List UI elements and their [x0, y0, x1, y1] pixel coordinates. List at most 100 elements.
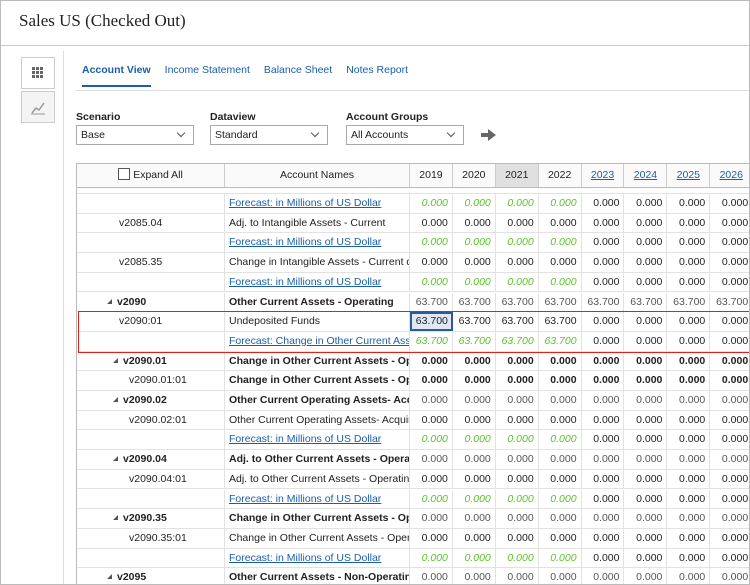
value-cell[interactable]: 0.000 — [496, 568, 539, 584]
value-cell[interactable]: 0.000 — [410, 253, 453, 272]
expand-toggle[interactable] — [107, 574, 112, 580]
value-cell[interactable]: 0.000 — [667, 312, 711, 331]
value-cell[interactable]: 0.000 — [710, 568, 749, 584]
value-cell[interactable]: 63.700 — [582, 292, 625, 312]
value-cell[interactable]: 0.000 — [539, 450, 582, 469]
value-cell[interactable]: 0.000 — [625, 331, 668, 351]
value-cell[interactable]: 0.000 — [667, 509, 711, 528]
value-cell[interactable]: 0.000 — [539, 489, 582, 509]
value-cell[interactable]: 0.000 — [710, 430, 749, 449]
value-cell[interactable]: 0.000 — [667, 568, 711, 584]
forecast-link[interactable]: Forecast: in Millions of US Dollar — [229, 492, 382, 505]
value-cell[interactable]: 0.000 — [710, 352, 749, 371]
value-cell[interactable]: 0.000 — [710, 509, 749, 528]
value-cell[interactable]: 0.000 — [453, 469, 496, 489]
value-cell[interactable]: 0.000 — [667, 194, 711, 213]
value-cell[interactable]: 0.000 — [667, 430, 711, 450]
value-cell[interactable]: 0.000 — [667, 548, 711, 568]
forecast-link[interactable]: Forecast: in Millions of US Dollar — [229, 433, 382, 446]
expand-toggle[interactable] — [113, 515, 118, 521]
grid-view-button[interactable] — [21, 57, 55, 89]
value-cell[interactable]: 0.000 — [667, 469, 711, 489]
value-cell[interactable]: 63.700 — [625, 292, 668, 312]
value-cell[interactable]: 0.000 — [582, 430, 625, 450]
value-cell[interactable]: 0.000 — [453, 351, 496, 371]
expand-toggle[interactable] — [107, 298, 112, 304]
value-cell[interactable]: 0.000 — [496, 469, 539, 489]
value-cell[interactable]: 0.000 — [582, 548, 625, 568]
value-cell[interactable]: 0.000 — [625, 548, 668, 568]
value-cell[interactable]: 0.000 — [667, 272, 711, 292]
year-label[interactable]: 2023 — [590, 169, 615, 181]
value-cell[interactable]: 0.000 — [582, 331, 625, 351]
value-cell[interactable]: 0.000 — [496, 430, 539, 450]
value-cell[interactable]: 63.700 — [496, 331, 539, 351]
value-cell[interactable]: 0.000 — [453, 548, 496, 568]
value-cell[interactable]: 0.000 — [625, 351, 668, 371]
value-cell[interactable]: 0.000 — [582, 528, 625, 548]
value-cell[interactable]: 0.000 — [496, 489, 539, 509]
value-cell[interactable]: 0.000 — [582, 213, 625, 233]
value-cell[interactable]: 0.000 — [410, 351, 453, 371]
value-cell[interactable]: 0.000 — [625, 312, 668, 331]
value-cell[interactable]: 0.000 — [453, 272, 496, 292]
value-cell[interactable]: 0.000 — [496, 450, 539, 469]
value-cell[interactable]: 0.000 — [710, 214, 749, 233]
value-cell[interactable]: 0.000 — [496, 213, 539, 233]
value-cell[interactable]: 0.000 — [667, 233, 711, 253]
value-cell[interactable]: 0.000 — [710, 253, 749, 272]
value-cell[interactable]: 0.000 — [582, 509, 625, 528]
value-cell[interactable]: 0.000 — [625, 371, 668, 390]
tab[interactable]: Notes Report — [346, 64, 409, 76]
value-cell[interactable]: 0.000 — [539, 391, 582, 410]
value-cell[interactable]: 0.000 — [582, 410, 625, 430]
value-cell[interactable]: 0.000 — [582, 489, 625, 509]
value-cell[interactable]: 0.000 — [410, 450, 453, 469]
value-cell[interactable]: 63.700 — [496, 292, 539, 312]
value-cell[interactable]: 0.000 — [539, 233, 582, 253]
tab[interactable]: Balance Sheet — [263, 64, 333, 76]
value-cell[interactable]: 63.700 — [539, 292, 582, 312]
filter-select[interactable]: Standard — [210, 125, 328, 145]
value-cell[interactable]: 0.000 — [539, 548, 582, 568]
value-cell[interactable]: 0.000 — [625, 391, 668, 410]
year-label[interactable]: 2025 — [676, 169, 701, 181]
value-cell[interactable]: 0.000 — [625, 253, 668, 272]
value-cell[interactable]: 0.000 — [453, 450, 496, 469]
value-cell[interactable]: 0.000 — [710, 470, 749, 489]
value-cell[interactable]: 0.000 — [710, 312, 749, 331]
value-cell[interactable]: 0.000 — [667, 371, 711, 390]
value-cell[interactable]: 63.700 — [539, 331, 582, 351]
value-cell[interactable]: 0.000 — [410, 213, 453, 233]
value-cell[interactable]: 0.000 — [625, 509, 668, 528]
value-cell[interactable]: 63.700 — [453, 331, 496, 351]
value-cell[interactable]: 63.700 — [539, 312, 582, 331]
value-cell[interactable]: 0.000 — [410, 391, 453, 410]
value-cell[interactable]: 0.000 — [710, 233, 749, 252]
value-cell[interactable]: 0.000 — [710, 411, 749, 430]
value-cell[interactable]: 0.000 — [625, 430, 668, 450]
value-cell[interactable]: 0.000 — [625, 568, 668, 584]
value-cell[interactable]: 0.000 — [625, 489, 668, 509]
value-cell[interactable]: 0.000 — [410, 489, 453, 509]
checkbox[interactable] — [118, 168, 131, 180]
value-cell[interactable]: 0.000 — [539, 253, 582, 272]
value-cell[interactable]: 0.000 — [539, 410, 582, 430]
value-cell[interactable]: 0.000 — [710, 194, 749, 213]
value-cell[interactable]: 0.000 — [539, 430, 582, 450]
value-cell[interactable]: 0.000 — [539, 528, 582, 548]
value-cell[interactable]: 0.000 — [625, 450, 668, 469]
value-cell[interactable]: 63.700 — [710, 293, 749, 312]
value-cell[interactable]: 0.000 — [625, 233, 668, 253]
filter-select[interactable]: Base — [76, 125, 194, 145]
value-cell[interactable]: 0.000 — [582, 233, 625, 253]
tab[interactable]: Income Statement — [164, 64, 250, 76]
value-cell[interactable]: 0.000 — [539, 568, 582, 584]
value-cell[interactable]: 63.700 — [410, 331, 453, 351]
value-cell[interactable]: 0.000 — [539, 509, 582, 528]
value-cell[interactable]: 0.000 — [667, 213, 711, 233]
chart-view-button[interactable] — [21, 91, 55, 123]
value-cell[interactable]: 0.000 — [453, 430, 496, 450]
value-cell[interactable]: 0.000 — [667, 528, 711, 548]
value-cell[interactable]: 0.000 — [410, 233, 453, 253]
